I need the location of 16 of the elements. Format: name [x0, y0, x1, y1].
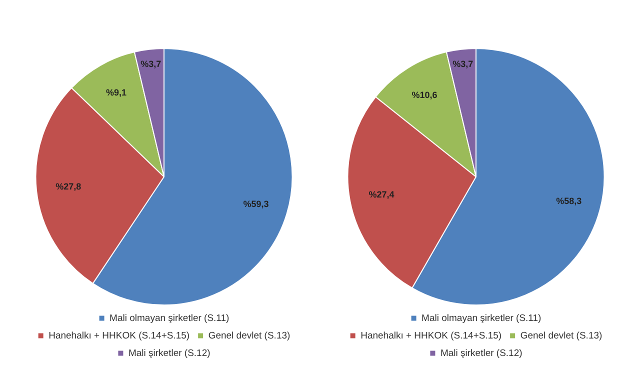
legend-label: Mali olmayan şirketler (S.11): [422, 312, 542, 324]
data-label: %58,3: [556, 196, 582, 206]
data-label: %27,4: [368, 189, 394, 200]
legend-label: Genel devlet (S.13): [208, 330, 290, 342]
data-label: %3,7: [140, 59, 162, 70]
data-label: %3,7: [452, 59, 474, 70]
legend-label: Genel devlet (S.13): [520, 330, 602, 342]
data-label: %10,6: [412, 90, 438, 100]
legend-label: Hanehalkı + HHKOK (S.14+S.15): [360, 330, 502, 342]
data-label: %27,8: [56, 182, 82, 192]
data-label: %9,1: [106, 88, 127, 98]
data-label: %59,3: [243, 199, 269, 210]
legend-label: Mali şirketler (S.12): [440, 348, 522, 359]
legend-label: Hanehalkı + HHKOK (S.14+S.15): [48, 330, 190, 342]
legend-label: Mali olmayan şirketler (S.11): [110, 312, 230, 324]
legend-label: Mali şirketler (S.12): [128, 348, 210, 359]
